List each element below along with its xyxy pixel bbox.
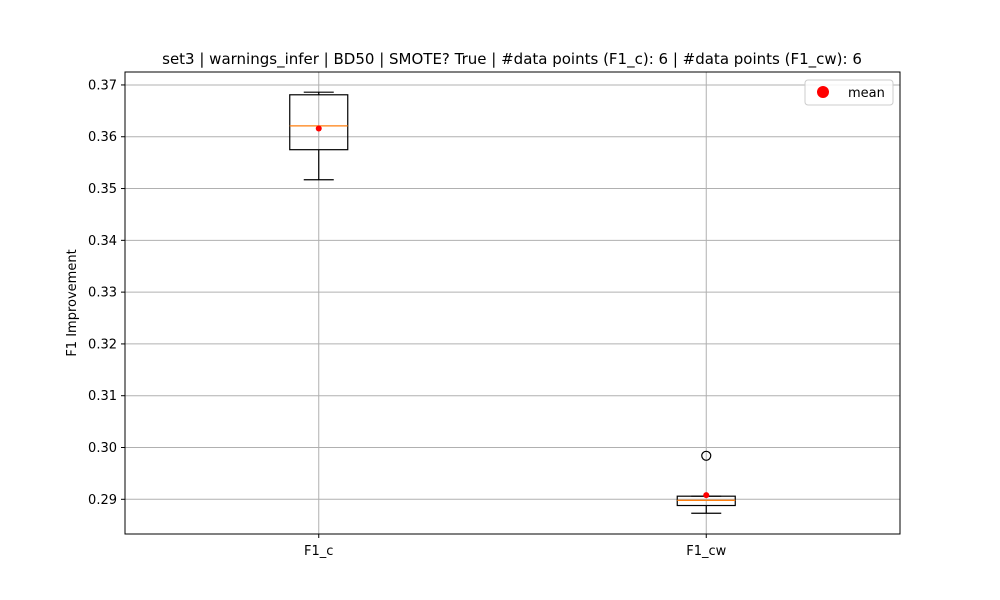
box-F1_cw — [676, 450, 736, 514]
chart-title: set3 | warnings_infer | BD50 | SMOTE? Tr… — [162, 50, 862, 69]
x-tick-label: F1_cw — [686, 544, 726, 559]
outlier-point — [701, 450, 712, 461]
y-axis-ticks: 0.29 0.30 0.31 0.32 0.33 0.34 0.35 0.36 0.37 — [88, 78, 125, 508]
y-tick-label: 0.34 — [88, 234, 117, 249]
box-F1_c — [289, 91, 349, 181]
y-tick-label: 0.37 — [88, 78, 117, 93]
y-tick-label: 0.36 — [88, 130, 117, 145]
x-axis-ticks: F1_c F1_cw — [304, 534, 727, 559]
x-tick-label: F1_c — [304, 544, 333, 559]
grid-lines — [125, 72, 900, 534]
y-tick-label: 0.31 — [88, 389, 117, 404]
box-iqr — [289, 94, 349, 151]
mean-marker — [315, 125, 322, 132]
legend-mean-marker — [817, 86, 829, 98]
legend-label-mean: mean — [848, 86, 885, 101]
plot-area-frame — [124, 71, 901, 535]
y-tick-label: 0.29 — [88, 493, 117, 508]
y-tick-label: 0.30 — [88, 441, 117, 456]
y-tick-label: 0.32 — [88, 337, 117, 352]
legend: mean — [804, 79, 894, 106]
y-tick-label: 0.35 — [88, 182, 117, 197]
legend-box — [804, 79, 894, 106]
mean-marker — [703, 492, 710, 499]
y-axis-label: F1 Improvement — [65, 249, 80, 356]
box-series — [289, 91, 736, 514]
y-tick-label: 0.33 — [88, 286, 117, 301]
